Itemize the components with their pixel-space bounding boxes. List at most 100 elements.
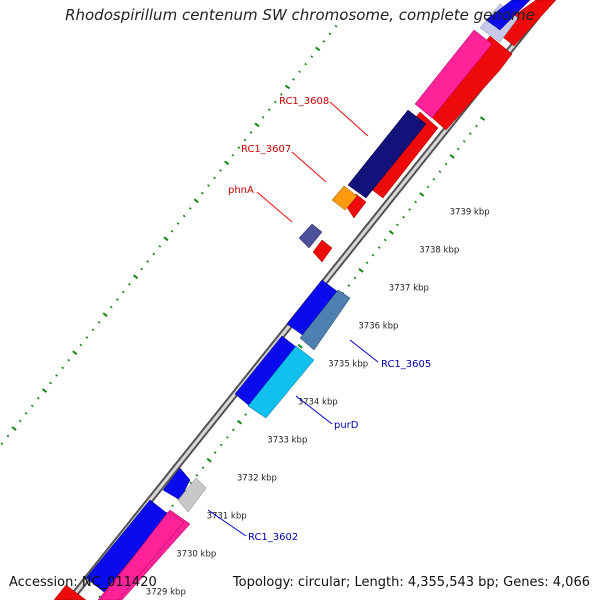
minor-tick-mark bbox=[79, 343, 83, 347]
cds-RC1_3602[interactable] bbox=[177, 477, 207, 513]
tick-label: 3733 kbp bbox=[267, 435, 307, 445]
callout-lines bbox=[207, 101, 379, 537]
minor-tick-mark bbox=[383, 238, 387, 242]
minor-tick-mark bbox=[182, 214, 186, 218]
minor-tick-mark bbox=[122, 290, 125, 294]
tick-label: 3734 kbp bbox=[298, 398, 338, 408]
minor-tick-mark bbox=[365, 261, 369, 265]
gene-label-rc1-3605[interactable]: RC1_3605 bbox=[381, 359, 431, 370]
minor-tick-mark bbox=[115, 298, 119, 301]
minor-tick-mark bbox=[195, 473, 199, 477]
gene-label-purd[interactable]: purD bbox=[334, 420, 359, 431]
minor-tick-mark bbox=[171, 504, 175, 508]
tick-label: 3738 kbp bbox=[419, 246, 459, 256]
minor-tick-mark bbox=[213, 451, 217, 454]
minor-tick-mark bbox=[213, 176, 216, 180]
minor-tick-mark bbox=[462, 139, 466, 143]
minor-tick-mark bbox=[237, 146, 241, 150]
minor-tick-mark bbox=[30, 404, 34, 408]
minor-tick-mark bbox=[438, 170, 442, 173]
minor-tick-mark bbox=[201, 466, 205, 470]
minor-tick-mark bbox=[456, 147, 460, 151]
cds-phnA-box[interactable] bbox=[298, 223, 323, 249]
tick-label: 3730 kbp bbox=[176, 549, 216, 559]
reverse-cds-feature[interactable] bbox=[53, 584, 87, 600]
major-tick-mark bbox=[297, 343, 303, 349]
minor-tick-mark bbox=[67, 358, 71, 362]
tick-labels: 3729 kbp 3730 kbp 3731 kbp 3732 kbp 3733 kbp… bbox=[146, 208, 490, 598]
major-tick-mark bbox=[236, 419, 243, 425]
cds-RC1_3605[interactable] bbox=[299, 289, 351, 351]
cds-phnA[interactable] bbox=[312, 239, 333, 263]
minor-tick-mark bbox=[231, 153, 235, 157]
minor-tick-mark bbox=[273, 100, 277, 104]
minor-tick-mark bbox=[128, 282, 131, 286]
cds-purD[interactable] bbox=[247, 345, 315, 419]
tick-label: 3737 kbp bbox=[389, 284, 429, 294]
gene-label-rc1-3607[interactable]: RC1_3607 bbox=[241, 144, 291, 155]
minor-tick-mark bbox=[207, 184, 210, 187]
minor-tick-mark bbox=[219, 443, 223, 447]
major-tick-mark bbox=[41, 388, 48, 393]
minor-tick-mark bbox=[244, 413, 247, 416]
minor-tick-mark bbox=[249, 131, 253, 134]
genome-summary-text: Topology: circular; Length: 4,355,543 bp… bbox=[232, 575, 590, 590]
minor-tick-mark bbox=[340, 17, 344, 20]
gene-labels: RC1_3608 RC1_3607 phnA RC1_3605 purD RC1… bbox=[228, 96, 431, 543]
minor-tick-mark bbox=[310, 55, 314, 58]
minor-tick-mark bbox=[109, 305, 113, 309]
minor-tick-mark bbox=[292, 78, 295, 81]
tick-label: 3736 kbp bbox=[358, 322, 398, 332]
minor-tick-mark bbox=[200, 191, 204, 195]
minor-tick-mark bbox=[408, 208, 411, 211]
minor-tick-mark bbox=[371, 253, 375, 257]
major-tick-mark bbox=[479, 116, 486, 121]
minor-tick-mark bbox=[24, 412, 28, 415]
cds-RC1_3607-small[interactable] bbox=[331, 185, 358, 211]
minor-tick-mark bbox=[170, 229, 174, 233]
rrna-feature[interactable] bbox=[414, 29, 493, 119]
tick-label: 3729 kbp bbox=[146, 587, 186, 597]
minor-tick-mark bbox=[61, 366, 65, 370]
minor-tick-mark bbox=[432, 177, 436, 181]
forward-cds-feature[interactable] bbox=[162, 467, 191, 501]
minor-tick-mark bbox=[97, 320, 101, 324]
major-tick-mark bbox=[102, 312, 108, 317]
major-tick-mark bbox=[206, 457, 212, 463]
minor-tick-mark bbox=[444, 162, 448, 166]
major-tick-mark bbox=[224, 160, 230, 166]
tick-label: 3731 kbp bbox=[207, 511, 247, 521]
major-tick-mark bbox=[254, 122, 260, 128]
minor-tick-mark bbox=[152, 252, 156, 256]
forward-cds-feature[interactable] bbox=[99, 511, 185, 600]
minor-tick-mark bbox=[85, 336, 89, 339]
minor-tick-mark bbox=[475, 124, 478, 128]
minor-tick-mark bbox=[188, 207, 192, 210]
major-tick-mark bbox=[193, 198, 199, 204]
gene-label-phna[interactable]: phnA bbox=[228, 185, 254, 196]
map-title: Rhodospirillum centenum SW chromosome, c… bbox=[65, 6, 535, 24]
forward-cds-feature[interactable] bbox=[485, 0, 531, 31]
major-tick-mark bbox=[132, 274, 139, 280]
minor-tick-mark bbox=[267, 108, 271, 112]
tick-label: 3732 kbp bbox=[237, 473, 277, 483]
minor-tick-mark bbox=[226, 436, 229, 439]
minor-tick-mark bbox=[353, 276, 357, 280]
major-tick-mark bbox=[388, 230, 394, 235]
minor-tick-mark bbox=[219, 169, 222, 172]
minor-tick-mark bbox=[377, 246, 381, 249]
accession-text: Accession: NC_011420 bbox=[9, 575, 157, 590]
feature-track-forward bbox=[85, 0, 531, 600]
reverse-cds-feature[interactable] bbox=[493, 0, 557, 47]
minor-tick-mark bbox=[396, 223, 399, 227]
feature-track-outer-reverse bbox=[53, 0, 557, 600]
minor-tick-mark bbox=[304, 62, 307, 66]
gene-label-rc1-3602[interactable]: RC1_3602 bbox=[248, 532, 298, 543]
minor-tick-mark bbox=[426, 185, 430, 189]
minor-tick-mark bbox=[158, 245, 162, 248]
minor-tick-mark bbox=[402, 215, 405, 219]
cds-RC1_3608[interactable] bbox=[347, 109, 427, 199]
minor-tick-mark bbox=[414, 200, 418, 204]
minor-tick-mark bbox=[49, 381, 52, 385]
gene-label-rc1-3608[interactable]: RC1_3608 bbox=[279, 96, 329, 107]
